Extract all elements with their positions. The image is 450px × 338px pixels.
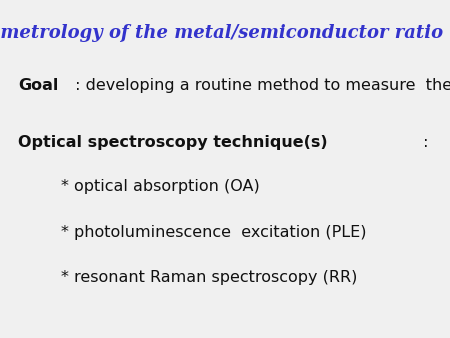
Text: * photoluminescence  excitation (PLE): * photoluminescence excitation (PLE) bbox=[61, 225, 366, 240]
Text: : developing a routine method to measure  the MSR: : developing a routine method to measure… bbox=[70, 78, 450, 93]
Text: Goal: Goal bbox=[18, 78, 58, 93]
Text: * resonant Raman spectroscopy (RR): * resonant Raman spectroscopy (RR) bbox=[61, 270, 357, 285]
Text: Optical spectroscopy technique(s): Optical spectroscopy technique(s) bbox=[18, 135, 328, 150]
Text: :: : bbox=[418, 135, 428, 150]
Text: * optical absorption (OA): * optical absorption (OA) bbox=[61, 179, 260, 194]
Text: WP6 : metrology of the metal/semiconductor ratio (MSR): WP6 : metrology of the metal/semiconduct… bbox=[0, 24, 450, 42]
